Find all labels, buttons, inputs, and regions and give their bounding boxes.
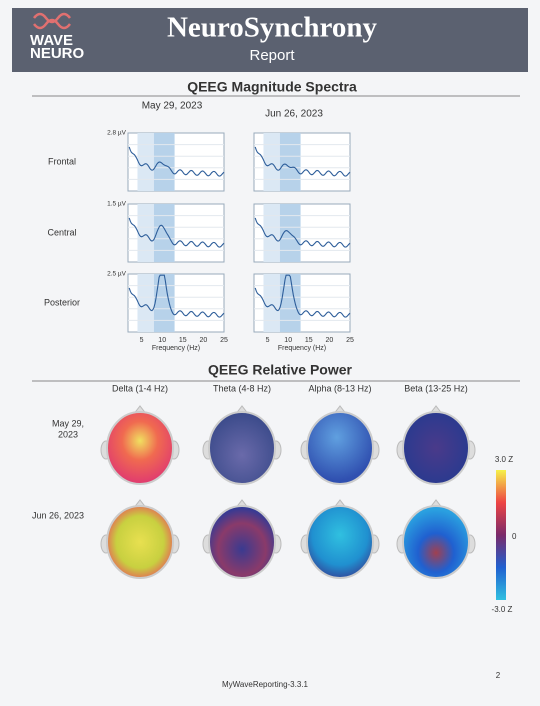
x-tick-label: 10 <box>284 337 292 344</box>
row-label: Posterior <box>44 297 80 307</box>
x-tick-label: 20 <box>200 337 208 344</box>
x-tick-label: 10 <box>158 337 166 344</box>
footer-version: MyWaveReporting-3.3.1 <box>222 680 309 689</box>
x-tick-label: 15 <box>179 337 187 344</box>
band-shade <box>153 204 175 262</box>
title: NeuroSynchrony <box>167 12 378 44</box>
spectrum-curve <box>254 217 351 248</box>
logo-wave <box>33 12 71 30</box>
band-shade <box>279 274 301 332</box>
date-label: Jun 26, 2023 <box>265 109 323 120</box>
header-band <box>12 8 528 72</box>
row-label: Frontal <box>48 156 76 166</box>
head-map <box>306 411 374 485</box>
scale-label: 3.0 Z <box>495 455 513 464</box>
head-map <box>106 505 174 579</box>
band-shade <box>279 133 301 191</box>
y-max-label: 2.5 µV <box>107 271 127 278</box>
date-label: May 29, 2023 <box>142 101 203 112</box>
band-shade <box>153 274 175 332</box>
x-tick-label: 5 <box>266 337 270 344</box>
head-map <box>208 411 276 485</box>
x-tick-label: 15 <box>305 337 313 344</box>
y-max-label: 2.8 µV <box>107 130 127 137</box>
x-axis-label: Frequency (Hz) <box>152 345 200 352</box>
logo-text: NEURO <box>30 45 85 62</box>
head-map <box>402 411 470 485</box>
head-map <box>306 505 374 579</box>
y-max-label: 1.5 µV <box>107 201 127 208</box>
row-label: 2023 <box>58 429 78 439</box>
x-axis-label: Frequency (Hz) <box>278 345 326 352</box>
scale-label: -3.0 Z <box>492 605 513 614</box>
x-tick-label: 5 <box>140 337 144 344</box>
spectrum-curve <box>254 146 351 177</box>
band-shade <box>153 133 175 191</box>
spectrum-curve <box>254 274 351 318</box>
x-tick-label: 20 <box>326 337 334 344</box>
scale-label: 0 <box>512 532 517 541</box>
logo-text: WAVE <box>30 32 73 49</box>
spectra-panels: Frontal 2.8 µV Central 1.5 µV Posterior 2.5 µ… <box>44 130 354 352</box>
band-label: Theta (4-8 Hz) <box>213 383 271 393</box>
head-map <box>208 505 276 579</box>
band-label: Beta (13-25 Hz) <box>404 383 468 393</box>
subtitle: Report <box>249 47 295 64</box>
head-map <box>106 411 174 485</box>
row-label: May 29, <box>52 418 84 428</box>
head-map <box>402 505 470 579</box>
band-label: Delta (1-4 Hz) <box>112 383 168 393</box>
band-label: Alpha (8-13 Hz) <box>308 383 371 393</box>
spectrum-curve <box>128 217 225 248</box>
color-bar <box>496 470 506 600</box>
row-label: Central <box>47 227 76 237</box>
head-maps: Delta (1-4 Hz) Theta (4-8 Hz) Alpha (8-13 … <box>32 383 476 579</box>
row-label: Jun 26, 2023 <box>32 510 84 520</box>
section-title: QEEG Magnitude Spectra <box>187 79 357 95</box>
section-title: QEEG Relative Power <box>208 362 352 378</box>
spectrum-curve <box>128 274 225 318</box>
page-number: 2 <box>496 671 501 680</box>
x-tick-label: 25 <box>346 337 354 344</box>
x-tick-label: 25 <box>220 337 228 344</box>
spectrum-curve <box>128 146 225 177</box>
